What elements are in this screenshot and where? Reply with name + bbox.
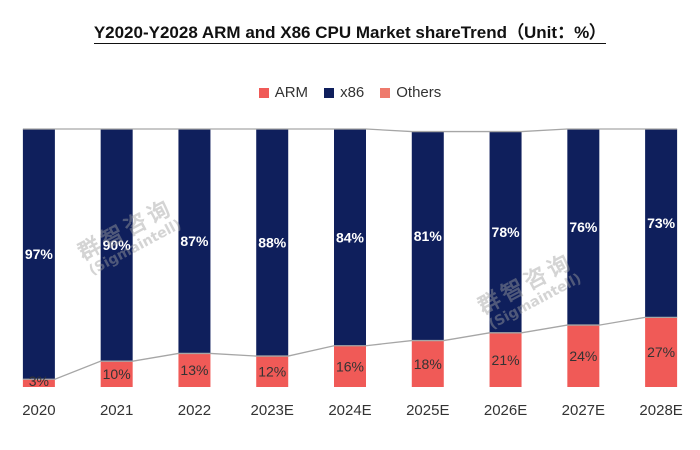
x-tick-label-2026E: 2026E	[484, 402, 527, 419]
legend-swatch-x86	[324, 87, 335, 98]
bar-x86-2028E	[645, 129, 678, 318]
data-label-x86-2020: 97%	[25, 246, 54, 262]
x-tick-label-2020: 2020	[22, 402, 55, 419]
legend-label-others: Others	[396, 84, 442, 101]
data-label-x86-2027E: 76%	[569, 219, 598, 235]
bar-arm-2022	[178, 353, 211, 387]
data-label-arm-2024E: 16%	[336, 358, 364, 374]
bar-x86-2024E	[334, 129, 366, 346]
bar-arm-2028E	[645, 317, 678, 387]
data-label-x86-2022: 87%	[180, 233, 209, 249]
x-tick-label-2021: 2021	[100, 402, 133, 419]
bar-x86-2020	[22, 129, 55, 380]
bar-x86-2023E	[256, 129, 289, 357]
bar-arm-2026E	[489, 332, 522, 387]
bar-arm-2025E	[411, 340, 444, 387]
data-label-x86-2023E: 88%	[258, 235, 287, 251]
legend-item-x86: x86	[324, 84, 364, 101]
x-tick-label-2027E: 2027E	[562, 402, 605, 419]
legend-label-x86: x86	[340, 84, 365, 101]
legend-item-arm: ARM	[258, 84, 309, 101]
bar-x86-2027E	[567, 129, 600, 326]
data-label-arm-2027E: 24%	[569, 348, 597, 364]
chart-title-text: Y2020-Y2028 ARM and X86 CPU Market share…	[93, 23, 607, 44]
legend-swatch-arm	[258, 87, 269, 98]
x-tick-label-2023E: 2023E	[251, 402, 294, 419]
bar-arm-2020	[22, 379, 55, 387]
bar-arm-2027E	[567, 325, 600, 387]
data-label-arm-2026E: 21%	[492, 352, 520, 368]
bar-x86-2026E	[489, 131, 522, 333]
data-label-arm-2023E: 12%	[258, 364, 286, 380]
data-label-x86-2026E: 78%	[492, 224, 521, 240]
legend-label-arm: ARM	[274, 84, 309, 101]
data-label-x86-2021: 90%	[103, 237, 132, 253]
data-label-x86-2024E: 84%	[336, 229, 365, 245]
bar-arm-2024E	[334, 345, 366, 387]
x-tick-label-2022: 2022	[178, 402, 211, 419]
chart-legend: ARM x86 Others	[0, 84, 700, 101]
legend-swatch-others	[380, 87, 391, 98]
bar-arm-2021	[100, 361, 133, 387]
x-tick-label-2024E: 2024E	[328, 402, 371, 419]
chart-title: Y2020-Y2028 ARM and X86 CPU Market share…	[0, 18, 700, 44]
series-line-total	[22, 128, 678, 133]
bar-x86-2021	[100, 129, 133, 362]
bar-arm-2023E	[256, 356, 289, 387]
data-label-x86-2028E: 73%	[647, 215, 676, 231]
legend-item-others: Others	[380, 84, 441, 101]
data-label-arm-2022: 13%	[180, 362, 208, 378]
x-tick-label-2028E: 2028E	[639, 402, 682, 419]
data-label-x86-2025E: 81%	[414, 228, 443, 244]
series-line-arm	[22, 316, 678, 380]
data-label-arm-2021: 10%	[103, 366, 131, 382]
data-label-arm-2028E: 27%	[647, 344, 675, 360]
data-label-arm-2025E: 18%	[414, 356, 442, 372]
bar-x86-2022	[178, 129, 211, 354]
data-label-arm-2020: 3%	[29, 373, 49, 389]
bar-x86-2025E	[411, 131, 444, 341]
x-tick-label-2025E: 2025E	[406, 402, 449, 419]
